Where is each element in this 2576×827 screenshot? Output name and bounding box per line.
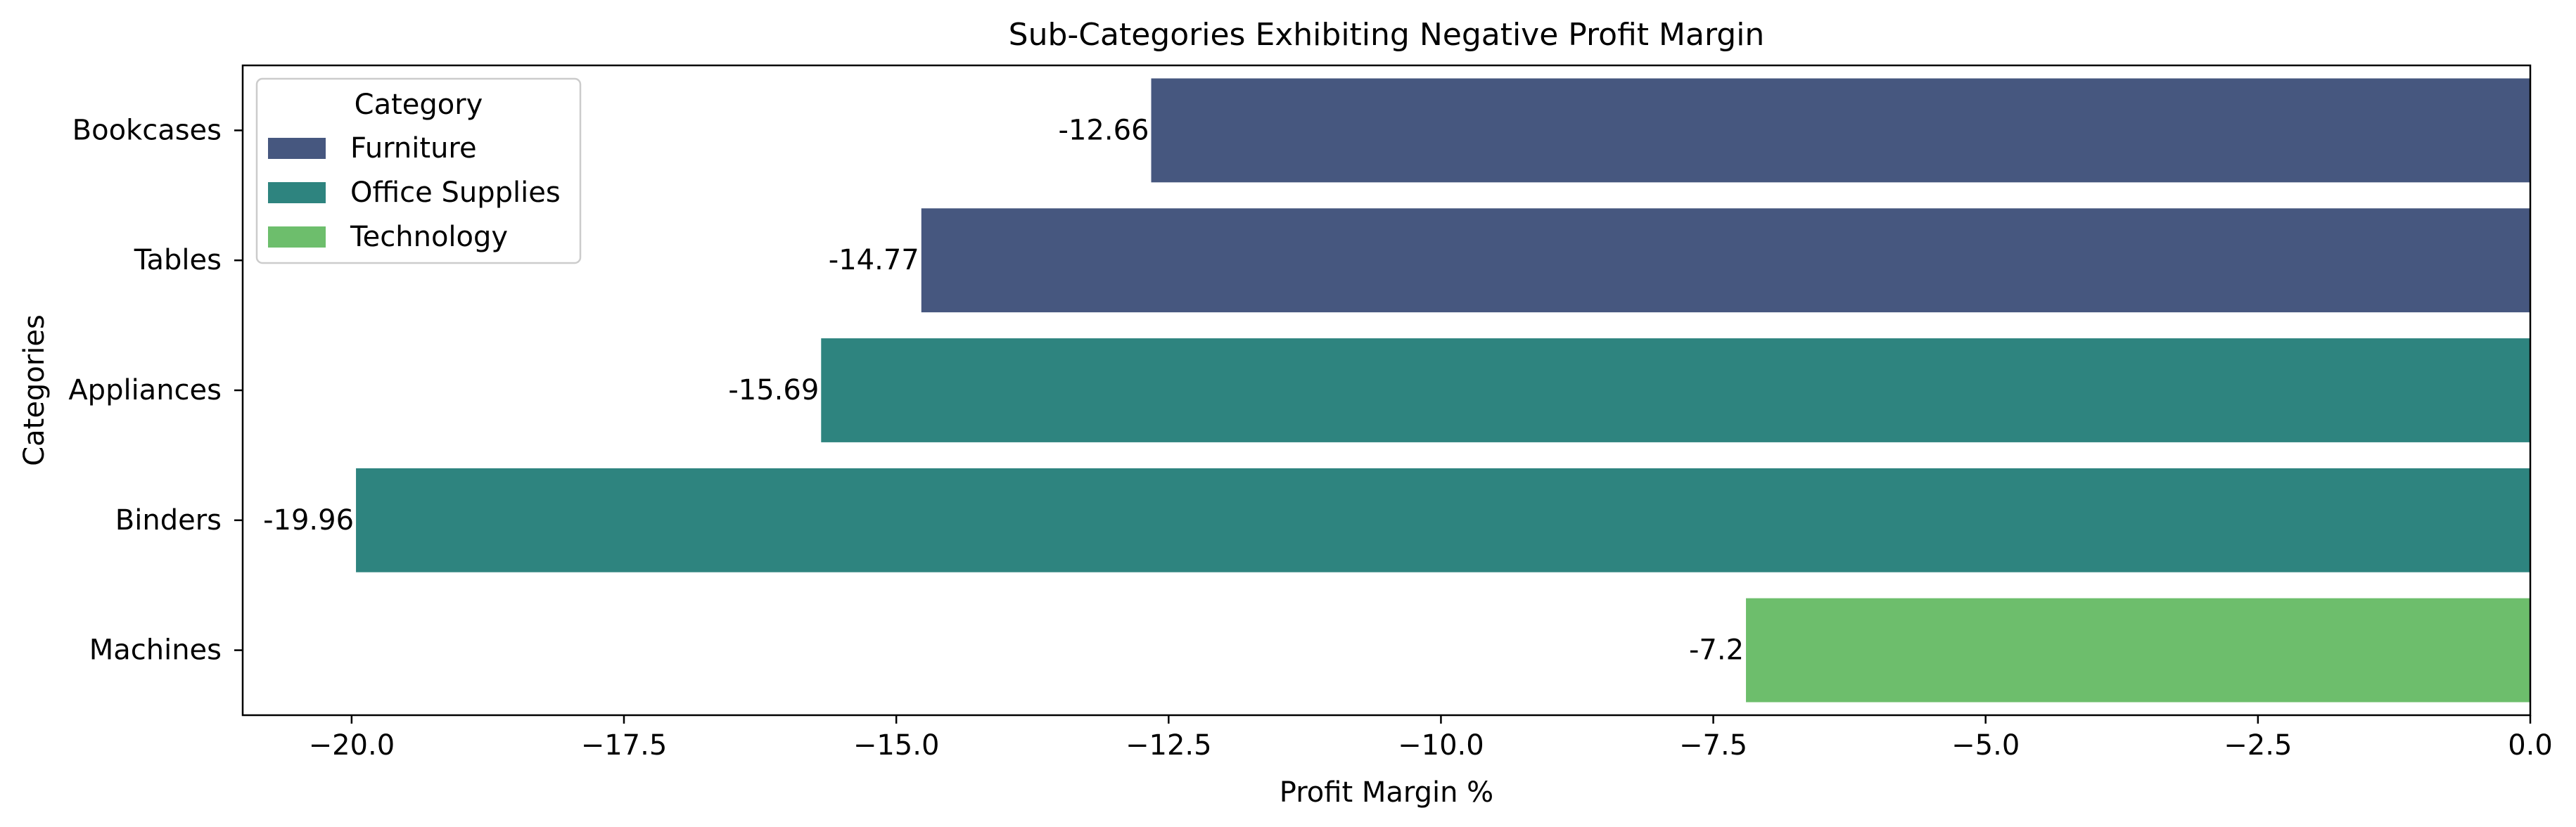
y-tick-label: Bookcases: [72, 114, 222, 146]
bar: [1151, 78, 2530, 183]
x-tick-label: −5.0: [1951, 729, 2020, 762]
chart-title: Sub-Categories Exhibiting Negative Profi…: [1009, 17, 1765, 53]
x-tick-label: 0.0: [2508, 729, 2553, 762]
bar-value-label: -14.77: [829, 244, 919, 276]
y-axis: Bookcases Tables Appliances Binders Machines: [68, 114, 243, 667]
bar: [1746, 598, 2530, 703]
legend-box: [255, 77, 582, 264]
bar-labels-layer: -12.66 -14.77 -15.69 -19.96 -7.2: [263, 114, 1744, 666]
x-tick-label: −15.0: [853, 729, 940, 762]
x-tick-label: −12.5: [1126, 729, 1212, 762]
x-tick-label: −2.5: [2224, 729, 2292, 762]
x-tick-label: −10.0: [1398, 729, 1484, 762]
legend-swatch: [268, 182, 326, 203]
y-tick-label: Binders: [115, 504, 222, 537]
y-tick-label: Appliances: [68, 374, 222, 406]
legend-label: Office Supplies: [350, 177, 561, 209]
x-axis: −20.0 −17.5 −15.0 −12.5 −10.0 −7.5 −5.0 −2.5 0.0: [309, 715, 2553, 762]
legend-entries: Furniture Office Supplies Technology: [268, 132, 561, 253]
bar: [921, 208, 2530, 313]
bar: [356, 468, 2530, 572]
legend-swatch: [268, 138, 326, 159]
y-tick-label: Tables: [134, 244, 222, 276]
legend-title: Category: [355, 89, 483, 121]
x-axis-label: Profit Margin %: [1280, 776, 1493, 809]
plot-frame: [241, 64, 2532, 717]
y-tick-label: Machines: [89, 634, 222, 667]
x-tick-label: −7.5: [1679, 729, 1747, 762]
bar-value-label: -12.66: [1059, 114, 1149, 146]
bar: [821, 338, 2530, 442]
bars-layer: [356, 78, 2530, 703]
bar-value-label: -7.2: [1689, 634, 1744, 667]
legend: Category Furniture Office Supplies Technol…: [255, 77, 582, 264]
legend-label: Furniture: [350, 132, 477, 165]
y-axis-label: Categories: [18, 314, 51, 466]
x-tick-label: −20.0: [309, 729, 395, 762]
legend-swatch: [268, 226, 326, 248]
x-tick-label: −17.5: [581, 729, 668, 762]
bar-value-label: -15.69: [728, 374, 819, 406]
bar-value-label: -19.96: [263, 504, 354, 537]
legend-label: Technology: [350, 221, 508, 253]
